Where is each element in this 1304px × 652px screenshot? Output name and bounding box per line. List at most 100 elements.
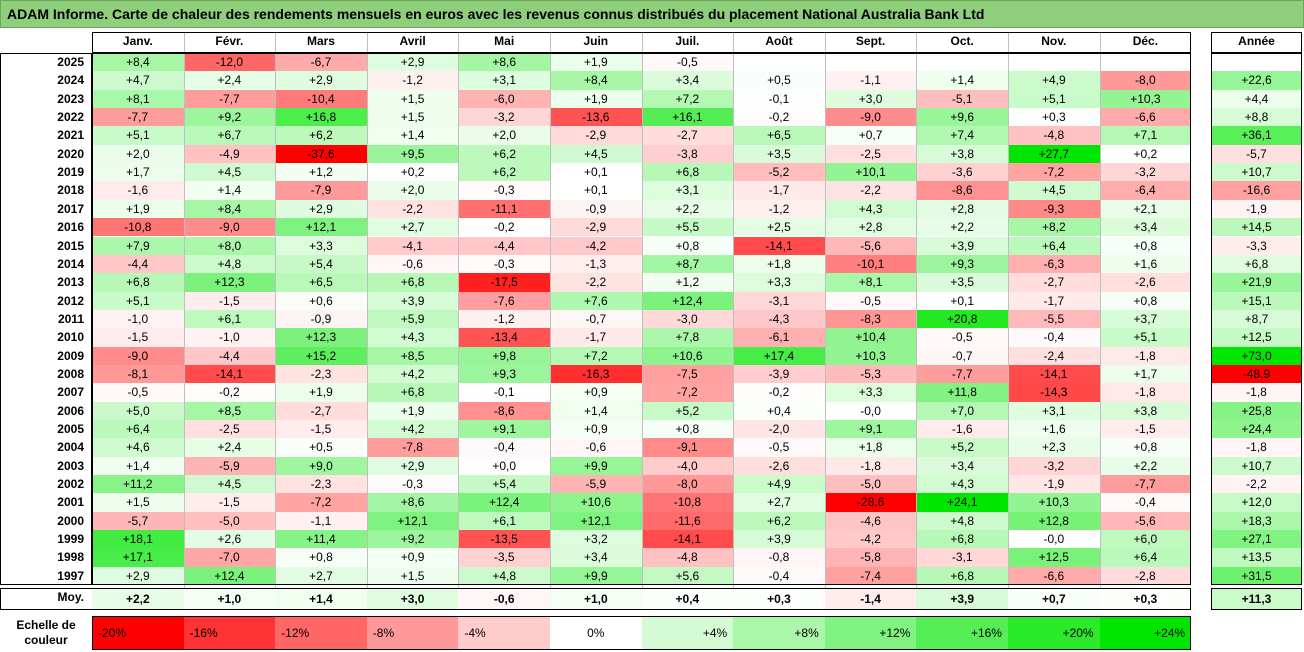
heatmap-cell: +1,2 <box>275 163 367 182</box>
annual-cell: +24,4 <box>1211 420 1302 439</box>
year-label: 1997 <box>57 568 84 583</box>
heatmap-cell: -1,8 <box>1099 383 1192 402</box>
heatmap-cell: +2,1 <box>1099 199 1192 219</box>
heatmap-cell: -1,2 <box>733 199 825 219</box>
heatmap-cell: -8,6 <box>458 401 550 420</box>
heatmap-cell: +6,4 <box>1099 548 1192 567</box>
month-header: Sept. <box>855 34 886 48</box>
heatmap-cell: -1,0 <box>92 309 184 329</box>
heatmap-cell: +9,5 <box>366 144 459 164</box>
heatmap-cell: +12,4 <box>641 291 734 310</box>
heatmap-cell: +1,5 <box>92 493 184 512</box>
heatmap-cell: -9,3 <box>1008 199 1100 219</box>
heatmap-cell: +3,4 <box>916 456 1008 476</box>
heatmap-cell: -0,3 <box>458 181 550 200</box>
scale-swatch: 0% <box>550 616 642 650</box>
heatmap-cell: +2,2 <box>916 218 1008 237</box>
heatmap-cell: +20,8 <box>916 309 1008 329</box>
heatmap-cell: -4,4 <box>183 346 276 365</box>
heatmap-cell: -1,3 <box>550 254 642 274</box>
heatmap-cell: +1,5 <box>366 89 459 109</box>
heatmap-cell: +2,9 <box>275 199 367 219</box>
heatmap-cell: +3,5 <box>733 144 825 164</box>
average-cell: +0,3 <box>733 588 825 611</box>
heatmap-cell: +1,4 <box>183 181 276 200</box>
heatmap-cell: -7,2 <box>641 383 734 402</box>
heatmap-cell: +4,5 <box>550 144 642 164</box>
heatmap-cell: -0,2 <box>458 218 550 237</box>
heatmap-cell: -7,0 <box>183 548 276 567</box>
heatmap-cell: -0,5 <box>92 383 184 402</box>
heatmap-cell: -9,0 <box>824 108 917 127</box>
heatmap-cell: +12,8 <box>1008 511 1100 531</box>
heatmap-cell <box>825 53 917 71</box>
heatmap-cell: +16,8 <box>275 108 367 127</box>
heatmap-cell: +0,9 <box>550 420 642 439</box>
heatmap-cell: -13,4 <box>458 328 550 347</box>
heatmap-cell: +8,7 <box>641 254 734 274</box>
heatmap-cell: -6,3 <box>1008 254 1100 274</box>
heatmap-cell: -0,5 <box>916 328 1008 347</box>
heatmap-cell: -3,6 <box>916 163 1008 182</box>
annual-cell: -3,3 <box>1211 236 1302 255</box>
heatmap-cell: +10,3 <box>824 346 917 365</box>
heatmap-cell: +9,1 <box>458 420 550 439</box>
month-header: Mars <box>306 34 335 48</box>
scale-swatch: -16% <box>183 616 276 650</box>
heatmap-cell: -2,2 <box>824 181 917 200</box>
heatmap-cell: +3,4 <box>550 548 642 567</box>
scale-label-line1: Echelle de <box>16 618 76 632</box>
heatmap-cell: +3,4 <box>1099 218 1192 237</box>
average-cell: -0,6 <box>458 588 550 611</box>
heatmap-cell: +9,0 <box>275 456 367 476</box>
heatmap-cell: -7,7 <box>92 108 184 127</box>
average-cell: -1,4 <box>824 588 917 611</box>
heatmap-cell: -7,2 <box>275 493 367 512</box>
average-cell: +3,0 <box>366 588 459 611</box>
heatmap-cell: +1,9 <box>550 53 642 72</box>
heatmap-cell: -0,3 <box>458 254 550 274</box>
heatmap-cell: +8,5 <box>183 401 276 420</box>
heatmap-cell: -2,7 <box>1008 273 1100 292</box>
heatmap-cell: -1,5 <box>183 493 276 512</box>
heatmap-cell: +9,3 <box>458 364 550 384</box>
scale-swatch: -12% <box>275 616 367 650</box>
heatmap-cell: +2,4 <box>183 438 276 457</box>
average-label: Moy. <box>57 590 84 605</box>
heatmap-cell: +5,0 <box>92 401 184 420</box>
heatmap-cell: -1,7 <box>1008 291 1100 310</box>
heatmap-cell: +7,9 <box>92 236 184 255</box>
heatmap-cell: -3,2 <box>458 108 550 127</box>
heatmap-cell: +1,8 <box>824 438 917 457</box>
heatmap-cell: +6,4 <box>1008 236 1100 255</box>
heatmap-cell: -0,1 <box>458 383 550 402</box>
heatmap-cell: -11,1 <box>458 199 550 219</box>
heatmap-cell: +7,2 <box>550 346 642 365</box>
heatmap-cell: +6,5 <box>733 126 825 145</box>
month-header: Juin <box>583 34 609 48</box>
heatmap-cell: +1,9 <box>275 383 367 402</box>
year-label: 2001 <box>57 495 84 510</box>
heatmap-cell <box>1100 53 1192 71</box>
heatmap-cell: -5,6 <box>1099 511 1192 531</box>
annual-cell: -48,9 <box>1211 364 1302 384</box>
heatmap-cell: -4,9 <box>183 144 276 164</box>
heatmap-cell <box>916 53 1008 71</box>
heatmap-cell: +3,7 <box>1099 309 1192 329</box>
heatmap-cell: +6,4 <box>92 420 184 439</box>
heatmap-cell: +5,5 <box>641 218 734 237</box>
heatmap-cell: -10,8 <box>92 218 184 237</box>
average-cell: +1,4 <box>275 588 367 611</box>
heatmap-cell: +0,2 <box>366 163 459 182</box>
heatmap-cell: -9,0 <box>183 218 276 237</box>
heatmap-cell: -2,5 <box>183 420 276 439</box>
heatmap-cell: +2,9 <box>92 566 184 586</box>
heatmap-cell: +6,2 <box>458 144 550 164</box>
heatmap-cell: +3,3 <box>733 273 825 292</box>
heatmap-cell: +4,8 <box>183 254 276 274</box>
scale-swatch: +4% <box>641 616 734 650</box>
annual-cell: -1,8 <box>1211 438 1302 457</box>
heatmap-cell: +11,2 <box>92 475 184 494</box>
heatmap-cell: +6,8 <box>366 383 459 402</box>
heatmap-cell: -2,6 <box>1099 273 1192 292</box>
